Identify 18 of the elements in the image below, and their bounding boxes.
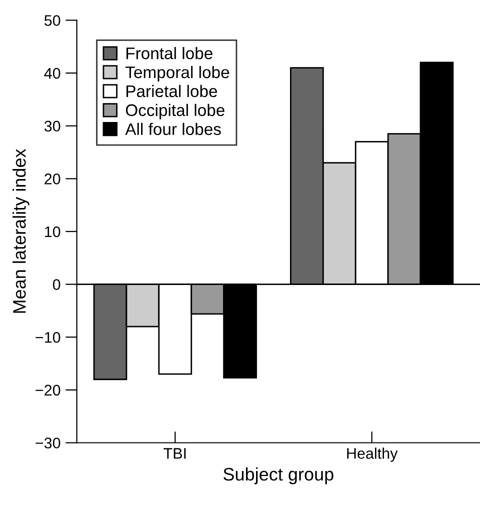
x-tick-label: TBI bbox=[164, 448, 186, 459]
y-tick-label: 40 bbox=[44, 68, 60, 79]
y-tick-label: −20 bbox=[36, 384, 60, 396]
y-tick-label: 10 bbox=[45, 226, 60, 238]
legend-label: Parietal lobe bbox=[126, 84, 218, 98]
legend-label: Occipital lobe bbox=[126, 104, 224, 120]
y-tick-label: −10 bbox=[36, 332, 60, 343]
y-axis-title: Mean laterality index bbox=[12, 148, 30, 313]
legend-label: Frontal lobe bbox=[126, 46, 212, 60]
x-axis-title: Subject group bbox=[224, 467, 334, 484]
legend-label: All four lobes bbox=[125, 122, 221, 136]
legend-label: Temporal lobe bbox=[126, 66, 230, 82]
y-tick-label: 30 bbox=[44, 120, 60, 132]
x-tick-label: Healthy bbox=[347, 448, 398, 462]
y-tick-label: 20 bbox=[44, 174, 60, 184]
y-tick-label: 0 bbox=[52, 279, 60, 290]
y-tick-label: −30 bbox=[36, 438, 60, 448]
y-tick-label: 50 bbox=[44, 15, 60, 26]
